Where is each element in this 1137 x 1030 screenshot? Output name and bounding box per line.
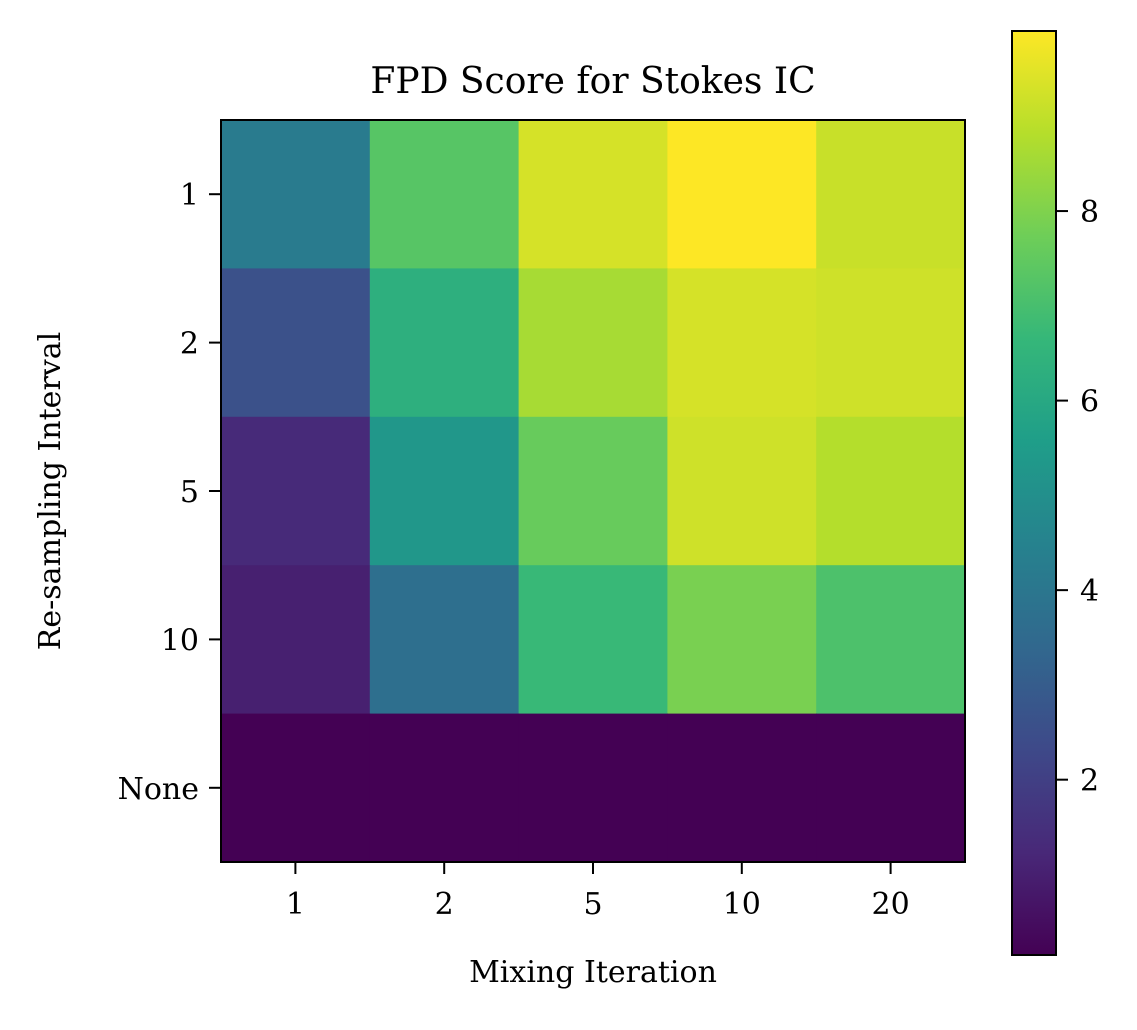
heatmap-cell	[221, 713, 371, 863]
heatmap-cell	[667, 565, 817, 715]
y-tick-label: 1	[180, 178, 199, 213]
x-axis-ticks: 1 2 5 10 20	[286, 862, 910, 922]
x-tick-label: 20	[872, 887, 910, 922]
colorbar-tick-label: 6	[1080, 385, 1099, 420]
heatmap-cell	[221, 416, 371, 566]
heatmap-cell	[816, 120, 966, 269]
heatmap-cell	[369, 268, 520, 418]
colorbar-tick-label: 2	[1080, 764, 1099, 799]
colorbar	[1011, 30, 1057, 956]
heatmap-cell	[816, 565, 966, 715]
heatmap-cell	[221, 268, 371, 418]
heatmap-cell	[667, 268, 817, 418]
x-tick-label: 5	[583, 887, 602, 922]
heatmap-cell	[816, 416, 966, 566]
colorbar-tick-label: 4	[1080, 574, 1099, 609]
heatmap-cell	[369, 416, 520, 566]
heatmap-cell	[518, 713, 668, 863]
heatmap-cell	[816, 713, 966, 863]
heatmap-cell	[221, 565, 371, 715]
heatmap-cell	[518, 565, 668, 715]
x-tick-label: 2	[435, 887, 454, 922]
y-tick-label: None	[118, 772, 199, 807]
heatmap-cell	[667, 120, 817, 269]
y-axis-ticks: 1 2 5 10 None	[118, 178, 221, 807]
chart-title: FPD Score for Stokes IC	[370, 61, 815, 102]
heatmap-cell	[816, 268, 966, 418]
x-axis-label: Mixing Iteration	[469, 955, 717, 990]
heatmap-cell	[518, 268, 668, 418]
heatmap-cells	[221, 120, 966, 863]
heatmap-cell	[369, 565, 520, 715]
heatmap-cell	[369, 713, 520, 863]
heatmap-cell	[369, 120, 520, 269]
heatmap-cell	[667, 416, 817, 566]
colorbar-tick-label: 8	[1080, 195, 1099, 230]
y-tick-label: 2	[180, 327, 199, 362]
x-tick-label: 1	[286, 887, 305, 922]
heatmap-cell	[518, 416, 668, 566]
y-tick-label: 10	[161, 623, 199, 658]
y-tick-label: 5	[180, 475, 199, 510]
y-axis-label: Re-sampling Interval	[33, 332, 68, 650]
heatmap-cell	[667, 713, 817, 863]
heatmap-cell	[221, 120, 371, 269]
colorbar-ticks: 2 4 6 8	[1056, 195, 1099, 799]
x-tick-label: 10	[723, 887, 761, 922]
heatmap-cell	[518, 120, 668, 269]
